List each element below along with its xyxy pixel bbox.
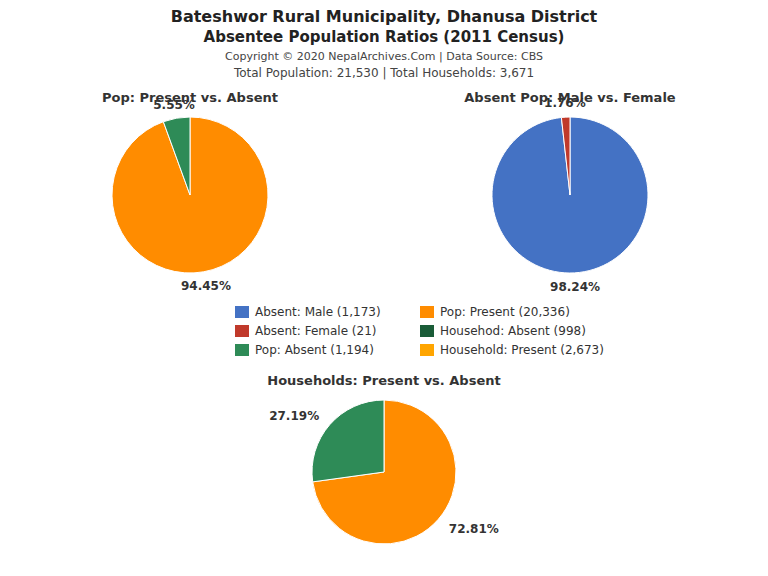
legend-item: Household: Present (2,673) (420, 343, 604, 357)
legend-label: Absent: Female (21) (255, 324, 376, 338)
legend-swatch (420, 325, 434, 337)
legend-label: Pop: Present (20,336) (440, 305, 570, 319)
legend: Absent: Male (1,173) Absent: Female (21) P… (235, 305, 604, 357)
data-label: 98.24% (550, 280, 600, 294)
pie-slice (313, 400, 456, 544)
legend-swatch (420, 306, 434, 318)
pie-slice (163, 117, 190, 195)
legend-label: Absent: Male (1,173) (255, 305, 381, 319)
legend-item: Absent: Female (21) (235, 324, 376, 338)
legend-label: Househod: Absent (998) (440, 324, 586, 338)
subtitle: Absentee Population Ratios (2011 Census) (204, 28, 565, 46)
legend-item: Absent: Male (1,173) (235, 305, 381, 319)
annotation: Total Population: 21,530 | Total Househo… (233, 66, 534, 80)
pie-title: Households: Present vs. Absent (267, 373, 500, 388)
legend-swatch (420, 344, 434, 356)
pie-slice (492, 117, 648, 273)
pie-title: Pop: Present vs. Absent (102, 90, 278, 105)
data-label: 27.19% (269, 409, 319, 423)
title: Bateshwor Rural Municipality, Dhanusa Di… (171, 7, 598, 26)
pie: 94.45%5.55% (112, 98, 268, 293)
legend-label: Pop: Absent (1,194) (255, 343, 374, 357)
legend-swatch (235, 325, 249, 337)
legend-swatch (235, 306, 249, 318)
pie-title: Absent Pop: Male vs. Female (464, 90, 676, 105)
pie-slice (561, 117, 570, 195)
data-label: 72.81% (449, 522, 499, 536)
chart: Bateshwor Rural Municipality, Dhanusa Di… (0, 0, 768, 576)
legend-item: Pop: Absent (1,194) (235, 343, 374, 357)
pie-slice (312, 400, 384, 482)
annotation: Copyright © 2020 NepalArchives.Com | Dat… (225, 50, 543, 63)
legend-item: Househod: Absent (998) (420, 324, 586, 338)
pie-slice (112, 117, 268, 273)
legend-swatch (235, 344, 249, 356)
legend-label: Household: Present (2,673) (440, 343, 604, 357)
pie: 98.24%1.76% (492, 96, 648, 294)
pie: 72.81% 27.19% (269, 400, 499, 544)
legend-item: Pop: Present (20,336) (420, 305, 570, 319)
data-label: 94.45% (181, 279, 231, 293)
